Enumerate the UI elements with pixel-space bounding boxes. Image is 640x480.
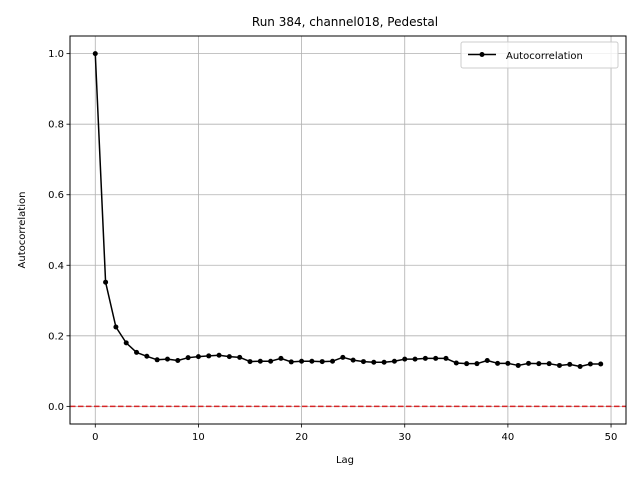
grid	[70, 36, 626, 424]
data-point	[412, 356, 418, 362]
data-point	[103, 279, 109, 285]
y-tick-label: 0.2	[48, 331, 64, 342]
data-point	[113, 324, 119, 330]
data-point	[505, 360, 511, 366]
y-tick-label: 0.0	[48, 402, 64, 413]
x-tick-label: 10	[192, 432, 205, 443]
data-point	[175, 358, 181, 364]
data-point	[567, 361, 573, 367]
data-point	[577, 364, 583, 370]
data-point	[216, 352, 222, 358]
series-layer	[92, 51, 604, 370]
data-point	[257, 358, 263, 364]
data-point	[309, 358, 315, 364]
x-tick-label: 20	[295, 432, 308, 443]
data-point	[546, 361, 552, 367]
legend-box	[460, 41, 619, 69]
data-point	[268, 358, 274, 364]
data-point	[185, 355, 191, 361]
data-point	[443, 355, 449, 361]
data-point	[433, 355, 439, 361]
data-point	[422, 355, 428, 361]
data-point	[598, 361, 604, 367]
data-point	[587, 361, 593, 367]
data-point	[402, 356, 408, 362]
chart-title: Run 384, channel018, Pedestal	[252, 15, 438, 29]
data-point	[134, 349, 140, 355]
data-point	[92, 51, 98, 57]
data-point	[381, 359, 387, 365]
data-point	[484, 358, 490, 364]
data-point	[206, 353, 212, 359]
data-point	[195, 354, 201, 360]
legend-label: Autocorrelation	[506, 51, 583, 62]
x-axis-ticks: 0 10 20 30 40 50	[92, 424, 617, 443]
legend: Autocorrelation	[460, 41, 619, 69]
data-point	[288, 359, 294, 365]
data-point	[526, 360, 532, 366]
data-point	[360, 359, 366, 365]
data-point	[154, 357, 160, 363]
data-point	[144, 353, 150, 359]
data-point	[391, 358, 397, 364]
plot-frame	[69, 35, 627, 425]
data-point	[350, 357, 356, 363]
data-point	[464, 361, 470, 367]
data-point	[278, 355, 284, 361]
y-tick-label: 0.4	[48, 261, 64, 272]
data-point	[474, 361, 480, 367]
data-point	[556, 362, 562, 368]
data-point	[247, 359, 253, 365]
y-axis-label: Autocorrelation	[17, 192, 28, 269]
x-tick-label: 50	[605, 432, 618, 443]
data-point	[515, 362, 521, 368]
data-point	[536, 361, 542, 367]
y-tick-label: 0.6	[48, 190, 64, 201]
data-point	[237, 354, 243, 360]
data-point	[319, 359, 325, 365]
x-tick-label: 40	[502, 432, 515, 443]
data-point	[299, 358, 305, 364]
data-point	[340, 354, 346, 360]
legend-marker	[479, 52, 485, 57]
data-point	[164, 356, 170, 362]
data-point	[330, 358, 336, 364]
data-point	[371, 359, 377, 365]
data-point	[453, 360, 459, 366]
x-axis-label: Lag	[336, 455, 354, 466]
data-point	[226, 354, 232, 360]
data-point	[123, 340, 129, 346]
data-point	[495, 360, 501, 366]
y-tick-label: 0.8	[48, 120, 64, 131]
y-tick-label: 1.0	[48, 49, 64, 60]
x-tick-label: 30	[398, 432, 411, 443]
y-axis-ticks: 0.0 0.2 0.4 0.6 0.8 1.0	[48, 49, 70, 413]
x-tick-label: 0	[92, 432, 98, 443]
